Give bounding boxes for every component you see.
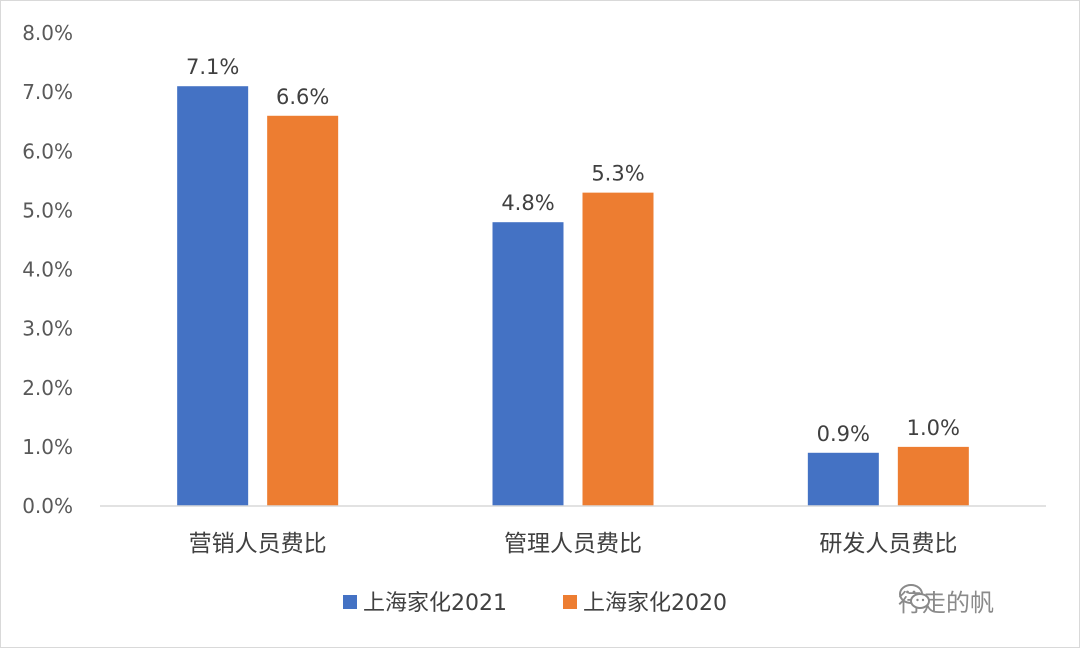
data-label: 4.8% (501, 191, 554, 215)
bar (492, 222, 564, 506)
data-label: 1.0% (907, 416, 960, 440)
y-tick-label: 8.0% (22, 21, 73, 45)
bar (582, 192, 654, 506)
data-labels: 7.1% 6.6% 4.8% 5.3% 0.9% 1.0% (186, 55, 960, 446)
legend-label: 上海家化2020 (583, 591, 727, 616)
y-tick-label: 4.0% (22, 258, 73, 282)
y-tick-label: 2.0% (22, 376, 73, 400)
bar (807, 452, 879, 506)
legend: 上海家化2021 上海家化2020 (343, 591, 727, 616)
legend-swatch (343, 595, 357, 609)
legend-label: 上海家化2021 (363, 591, 507, 616)
bar (267, 115, 339, 507)
legend-swatch (563, 595, 577, 609)
x-category-label: 研发人员费比 (819, 531, 957, 557)
data-label: 7.1% (186, 55, 239, 79)
bar (177, 86, 249, 507)
y-tick-label: 7.0% (22, 80, 73, 104)
y-tick-label: 6.0% (22, 139, 73, 163)
x-category-label: 营销人员费比 (189, 531, 327, 557)
y-tick-label: 0.0% (22, 494, 73, 518)
bar (897, 446, 969, 506)
bars (177, 86, 969, 507)
y-axis-ticks: 0.0% 1.0% 2.0% 3.0% 4.0% 5.0% 6.0% 7.0% 8.0% (22, 21, 73, 518)
x-category-label: 管理人员费比 (504, 531, 642, 557)
data-label: 6.6% (276, 85, 329, 109)
data-label: 5.3% (591, 162, 644, 186)
y-tick-label: 3.0% (22, 317, 73, 341)
data-label: 0.9% (817, 422, 870, 446)
category-labels: 营销人员费比 管理人员费比 研发人员费比 (189, 531, 958, 557)
y-tick-label: 1.0% (22, 435, 73, 459)
y-tick-label: 5.0% (22, 198, 73, 222)
wechat-icon (899, 584, 930, 609)
watermark: 行走的帆 (898, 582, 994, 618)
